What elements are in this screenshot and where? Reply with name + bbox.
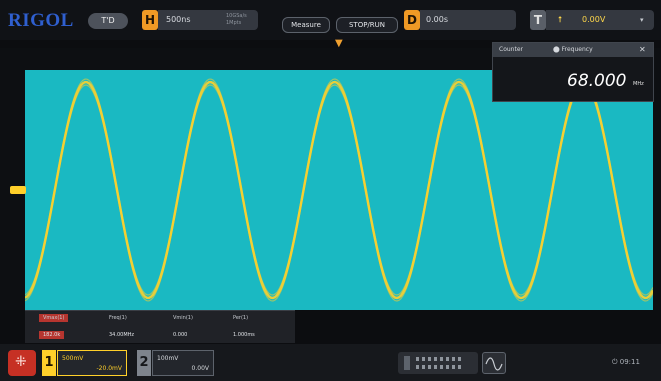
- counter-window[interactable]: Counter ⬤ Frequency ✕ 68.000 MHz: [492, 42, 654, 102]
- clock-time: ⏻ 09:11: [612, 358, 640, 367]
- horizontal-settings[interactable]: 500ns 10GSa/s 1Mpts: [158, 10, 258, 30]
- mode-button[interactable]: T'D: [88, 13, 128, 29]
- digital-channels-glyph: [404, 356, 461, 370]
- top-status-bar: RIGOL T'D H 500ns 10GSa/s 1Mpts Measure …: [0, 0, 661, 40]
- waveform-generator-icon[interactable]: [482, 352, 506, 374]
- measure-header: Freq(1): [109, 315, 127, 321]
- counter-title: Counter: [499, 46, 523, 53]
- navigation-icon: ⁜: [15, 354, 27, 370]
- acquisition-info: 10GSa/s 1Mpts: [226, 13, 247, 27]
- sine-glyph: [485, 357, 503, 371]
- counter-unit: MHz: [633, 81, 644, 87]
- delay-badge[interactable]: D: [404, 10, 420, 30]
- counter-header: Counter ⬤ Frequency ✕: [493, 43, 653, 57]
- delay-value[interactable]: 0.00s: [420, 10, 516, 30]
- measure-value: 0.000: [173, 332, 188, 338]
- waveform-plot[interactable]: [25, 70, 653, 310]
- navigation-button[interactable]: ⁜: [8, 350, 36, 376]
- trigger-settings[interactable]: ⭡ 0.00V ▾: [546, 10, 654, 30]
- measure-value: 1.000ms: [233, 332, 255, 338]
- measure-button[interactable]: Measure: [282, 17, 330, 33]
- rising-edge-icon: ⭡: [558, 15, 562, 24]
- close-icon[interactable]: ✕: [639, 45, 646, 54]
- horizontal-badge[interactable]: H: [142, 10, 158, 30]
- trigger-position-marker[interactable]: ▼: [335, 38, 343, 49]
- clock-icon: ⏻: [612, 358, 620, 366]
- ch1-trace: [25, 84, 653, 302]
- ch1-scale: 500mV: [62, 355, 84, 362]
- clock-value: 09:11: [619, 358, 640, 366]
- ch2-scale: 100mV: [157, 355, 179, 362]
- memory-depth: 1Mpts: [226, 20, 242, 26]
- measure-value: 34.00MHz: [109, 332, 135, 338]
- chevron-down-icon: ▾: [640, 16, 644, 24]
- run-stop-button[interactable]: STOP/RUN: [336, 17, 398, 33]
- sample-rate: 10GSa/s: [226, 13, 247, 19]
- ch2-settings[interactable]: 100mV 0.00V: [152, 350, 214, 376]
- trigger-level: 0.00V: [582, 15, 606, 24]
- ch1-trace: [25, 80, 653, 300]
- rigol-logo: RIGOL: [8, 10, 74, 31]
- measurement-table[interactable]: Vmax(1) Freq(1) Vmin(1) Per(1) 182.0k 34…: [25, 310, 295, 343]
- ch1-offset: -20.0mV: [96, 365, 122, 372]
- trigger-badge[interactable]: T: [530, 10, 546, 30]
- measure-header: Per(1): [233, 315, 249, 321]
- ch1-trace: [25, 78, 653, 296]
- ch2-button[interactable]: 2: [137, 350, 151, 376]
- measure-header: Vmax(1): [39, 314, 69, 322]
- ch2-offset: 0.00V: [191, 365, 209, 372]
- bottom-bar: ⁜ 1 500mV -20.0mV 2 100mV 0.00V ⏻ 09:11: [0, 344, 661, 381]
- ch1-button[interactable]: 1: [42, 350, 56, 376]
- timebase-value: 500ns: [166, 15, 191, 24]
- measure-header: Vmin(1): [173, 315, 193, 321]
- counter-reading: 68.000: [567, 71, 627, 91]
- counter-source[interactable]: ⬤ Frequency: [553, 46, 593, 53]
- waveform-canvas: [25, 78, 653, 302]
- digital-channels-icon[interactable]: [398, 352, 478, 374]
- ch1-offset-marker[interactable]: [10, 186, 26, 194]
- measure-value: 182.0k: [39, 331, 65, 339]
- ch1-settings[interactable]: 500mV -20.0mV: [57, 350, 127, 376]
